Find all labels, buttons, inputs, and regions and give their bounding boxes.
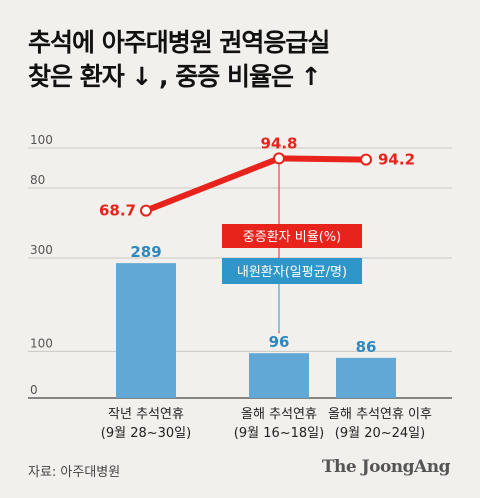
x-label-1-line1: 올해 추석연휴 (241, 407, 317, 422)
bar-series: 289 96 86 (116, 243, 396, 398)
bar-value-label-1: 96 (269, 333, 290, 351)
line-point-1 (273, 152, 285, 165)
legend-line-text: 중증환자 비율(%) (243, 230, 341, 245)
title-line-2: 찾은 환자 ↓ , 중증 비율은 ↑ (28, 62, 322, 91)
brand-logo: The JoongAng (321, 457, 451, 477)
chart-title: 추석에 아주대병원 권역응급실 찾은 환자 ↓ , 중증 비율은 ↑ (28, 26, 330, 94)
legend-line-box (222, 224, 362, 248)
y-tick-bar-1: 100 (30, 336, 53, 350)
source-note: 자료: 아주대병원 (28, 465, 121, 480)
legend-bar: 내원환자(일평균/명) (222, 258, 362, 284)
y-tick-line-1: 80 (30, 173, 45, 187)
y-tick-bar-0: 300 (30, 243, 53, 257)
x-label-2-line1: 올해 추석연휴 이후 (328, 407, 432, 422)
bar-value-label-0: 289 (130, 243, 161, 261)
x-label-0-line1: 작년 추석연휴 (108, 407, 184, 422)
legend: 중증환자 비율(%) 내원환자(일평균/명) (222, 224, 362, 284)
bar-2 (336, 357, 396, 398)
y-tick-bar-2: 0 (30, 383, 38, 397)
x-label-1-line2: (9월 16~18일) (234, 426, 324, 441)
legend-bar-text: 내원환자(일평균/명) (237, 265, 347, 280)
legend-bar-box (222, 258, 362, 284)
y-tick-line-0: 100 (30, 133, 53, 147)
title-line-1: 추석에 아주대병원 권역응급실 (28, 28, 330, 57)
line-point-2 (360, 153, 372, 166)
line-point-0 (140, 204, 152, 217)
x-label-2-line2: (9월 20~24일) (335, 426, 425, 441)
line-series: 68.7 94.8 94.2 (99, 134, 415, 219)
line-value-label-2: 94.2 (378, 151, 415, 169)
x-axis-labels: 작년 추석연휴 (9월 28~30일) 올해 추석연휴 (9월 16~18일) 올해 추… (101, 407, 432, 441)
legend-line: 중증환자 비율(%) (222, 224, 362, 248)
x-label-0-line2: (9월 28~30일) (101, 426, 191, 441)
line-value-label-1: 94.8 (260, 134, 297, 152)
line-value-label-0: 68.7 (99, 202, 136, 220)
bar-0 (116, 263, 176, 398)
bar-value-label-2: 86 (356, 338, 377, 356)
bar-1 (249, 353, 309, 398)
line-path (143, 155, 369, 214)
